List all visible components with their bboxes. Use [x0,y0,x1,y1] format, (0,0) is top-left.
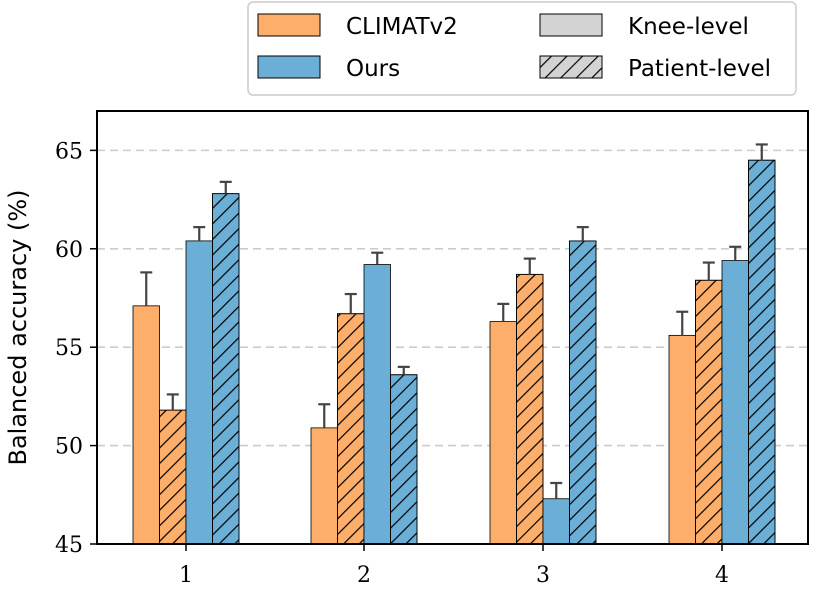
bar-hatch [748,159,776,545]
bar-hatch [212,193,240,545]
bar-climatv2-knee-level-2 [310,427,338,545]
bar-ours-knee-level-4 [721,260,749,545]
legend-swatch [539,13,603,37]
bar-hatch [159,409,187,545]
bar-climatv2-knee-level-1 [132,305,160,545]
plot-frame [96,110,809,545]
bar-hatch [516,273,544,545]
legend-box [247,1,797,96]
x-tick-label: 2 [357,563,371,588]
legend-label: Ours [346,56,400,82]
x-tick-label: 4 [715,563,729,588]
y-tick-label: 55 [55,336,83,361]
x-tick-label: 1 [179,563,193,588]
legend-label: CLIMATv2 [346,14,458,40]
x-tick-label: 3 [536,563,550,588]
legend-label: Knee-level [628,14,749,40]
legend: CLIMATv2 Knee-level Ours Patient-level [247,1,797,96]
bar-hatch [337,313,365,545]
bar-hatch [569,240,597,545]
bar-hatch [390,374,418,545]
y-tick-label: 65 [55,139,83,164]
bar-ours-knee-level-3 [542,498,570,545]
bar-climatv2-knee-level-3 [489,321,517,545]
y-tick-label: 45 [55,533,83,558]
y-tick-label: 60 [55,238,83,263]
bar-climatv2-knee-level-4 [668,334,696,545]
legend-swatch-hatch [539,55,603,79]
bar-hatch [695,279,723,545]
legend-label: Patient-level [628,56,771,82]
legend-swatch [257,55,321,79]
y-tick-label: 50 [55,435,83,460]
legend-swatch [257,13,321,37]
y-axis-label: Balanced accuracy (%) [4,189,32,465]
bar-ours-knee-level-2 [363,264,391,545]
bar-ours-knee-level-1 [185,240,213,545]
